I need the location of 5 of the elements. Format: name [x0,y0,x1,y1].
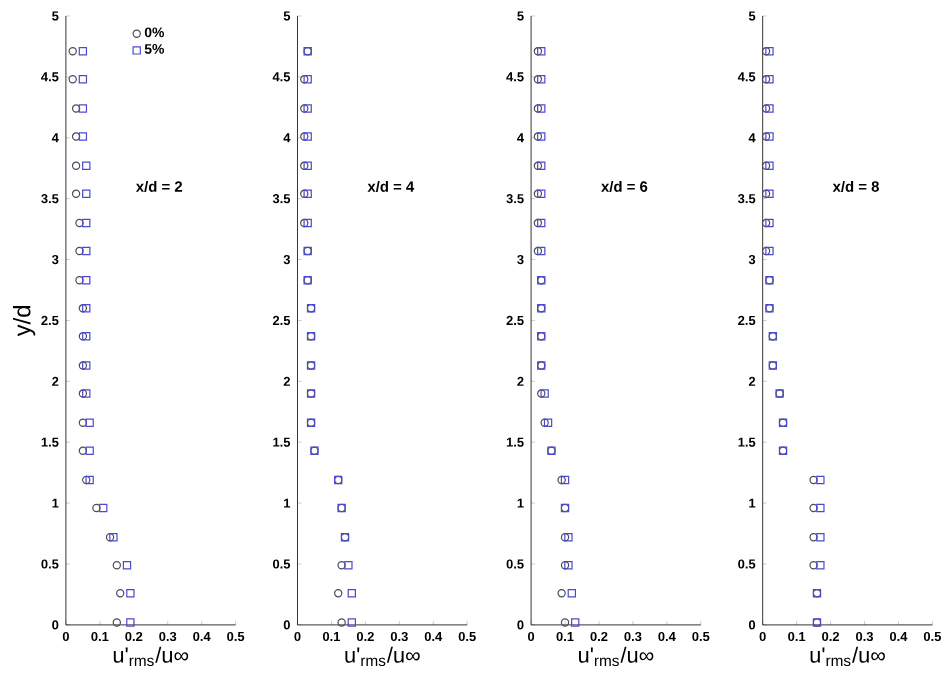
x-axis-title: u'$_{rms}$/u∞ [345,646,420,666]
y-axis-title: y/d [13,305,36,336]
x-axis-title: u'$_{rms}$/u∞ [579,646,654,666]
x-axis-title: u'$_{rms}$/u∞ [113,646,189,666]
x-axis-title: u'$_{rms}$/u∞ [810,646,885,666]
